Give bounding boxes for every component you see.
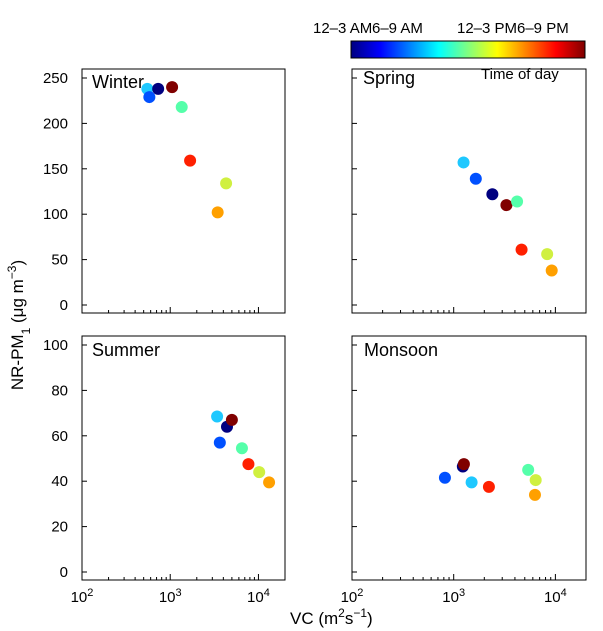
- y-tick-label-summer-80: 80: [51, 382, 68, 399]
- data-point-spring-7: [545, 264, 558, 277]
- panel-frame-monsoon: [351, 335, 587, 581]
- data-point-winter-3: [166, 81, 179, 94]
- data-point-winter-1: [143, 91, 156, 104]
- y-tick-label-winter-100: 100: [43, 206, 68, 223]
- colorbar-gradient: [350, 40, 586, 59]
- data-point-winter-7: [220, 177, 233, 190]
- panel-frame-winter: [81, 68, 286, 314]
- panel-label-winter: Winter: [92, 72, 144, 92]
- data-point-summer-1: [213, 436, 226, 449]
- colorbar-label-12-3pm: 12–3 PM: [457, 20, 517, 37]
- data-point-monsoon-2: [457, 458, 470, 471]
- y-tick-label-summer-60: 60: [51, 428, 68, 445]
- data-point-spring-4: [511, 195, 524, 208]
- panel-frame-summer: [81, 335, 286, 581]
- y-tick-label-winter-200: 200: [43, 115, 68, 132]
- data-point-spring-1: [469, 172, 482, 185]
- x-tick-label-monsoon-1e4: 104: [544, 587, 567, 606]
- data-point-summer-7: [263, 476, 276, 489]
- x-tick-label-summer-1e4: 104: [247, 587, 270, 606]
- data-point-summer-4: [235, 442, 248, 455]
- colorbar-label-12-3am: 12–3 AM: [313, 20, 372, 37]
- panel-label-monsoon: Monsoon: [364, 340, 438, 360]
- y-axis-title: NR-PM1 (μg m−3): [5, 260, 33, 390]
- y-tick-label-summer-100: 100: [43, 337, 68, 354]
- data-point-summer-6: [253, 466, 266, 479]
- x-tick-label-summer-1e3: 103: [159, 587, 182, 606]
- y-tick-label-summer-0: 0: [60, 564, 68, 581]
- colorbar-title: Time of day: [481, 66, 559, 83]
- y-tick-label-winter-250: 250: [43, 70, 68, 87]
- y-tick-label-winter-150: 150: [43, 161, 68, 178]
- x-tick-label-summer-1e2: 102: [71, 587, 94, 606]
- panel-label-spring: Spring: [363, 68, 415, 88]
- x-tick-label-monsoon-1e2: 102: [341, 587, 364, 606]
- data-point-summer-5: [242, 458, 255, 471]
- data-point-monsoon-3: [465, 476, 478, 489]
- data-point-spring-6: [541, 248, 554, 261]
- data-point-monsoon-4: [482, 480, 495, 493]
- panel-label-summer: Summer: [92, 340, 160, 360]
- y-tick-label-winter-50: 50: [51, 252, 68, 269]
- x-tick-label-monsoon-1e3: 103: [442, 587, 465, 606]
- data-point-winter-2: [152, 82, 165, 95]
- data-point-spring-0: [457, 156, 470, 169]
- data-point-spring-5: [515, 243, 528, 256]
- data-points: [141, 81, 558, 501]
- colorbar-label-6-9pm: 6–9 PM: [517, 20, 569, 37]
- colorbar: 12–3 AM 6–9 AM 12–3 PM 6–9 PM Time of da…: [313, 20, 586, 83]
- data-point-monsoon-0: [438, 471, 451, 484]
- panel-frame-spring: [351, 68, 587, 314]
- x-axis-title: VC (m2s−1): [290, 606, 373, 628]
- data-point-monsoon-5: [522, 463, 535, 476]
- y-tick-label-summer-20: 20: [51, 519, 68, 536]
- data-point-winter-4: [175, 101, 188, 114]
- y-tick-label-summer-40: 40: [51, 473, 68, 490]
- data-point-spring-3: [500, 199, 513, 212]
- data-point-summer-3: [225, 413, 238, 426]
- data-point-monsoon-6: [529, 474, 542, 487]
- axis-ticks: 0 50 100 150 200 250 0 20 40 60 80 100 102 103 104 102 1…: [43, 70, 587, 606]
- data-point-winter-6: [211, 206, 224, 219]
- data-point-spring-2: [486, 188, 499, 201]
- y-tick-label-winter-0: 0: [60, 297, 68, 314]
- data-point-winter-5: [184, 154, 197, 167]
- colorbar-label-6-9am: 6–9 AM: [372, 20, 423, 37]
- data-point-summer-0: [211, 410, 224, 423]
- data-point-monsoon-7: [528, 488, 541, 501]
